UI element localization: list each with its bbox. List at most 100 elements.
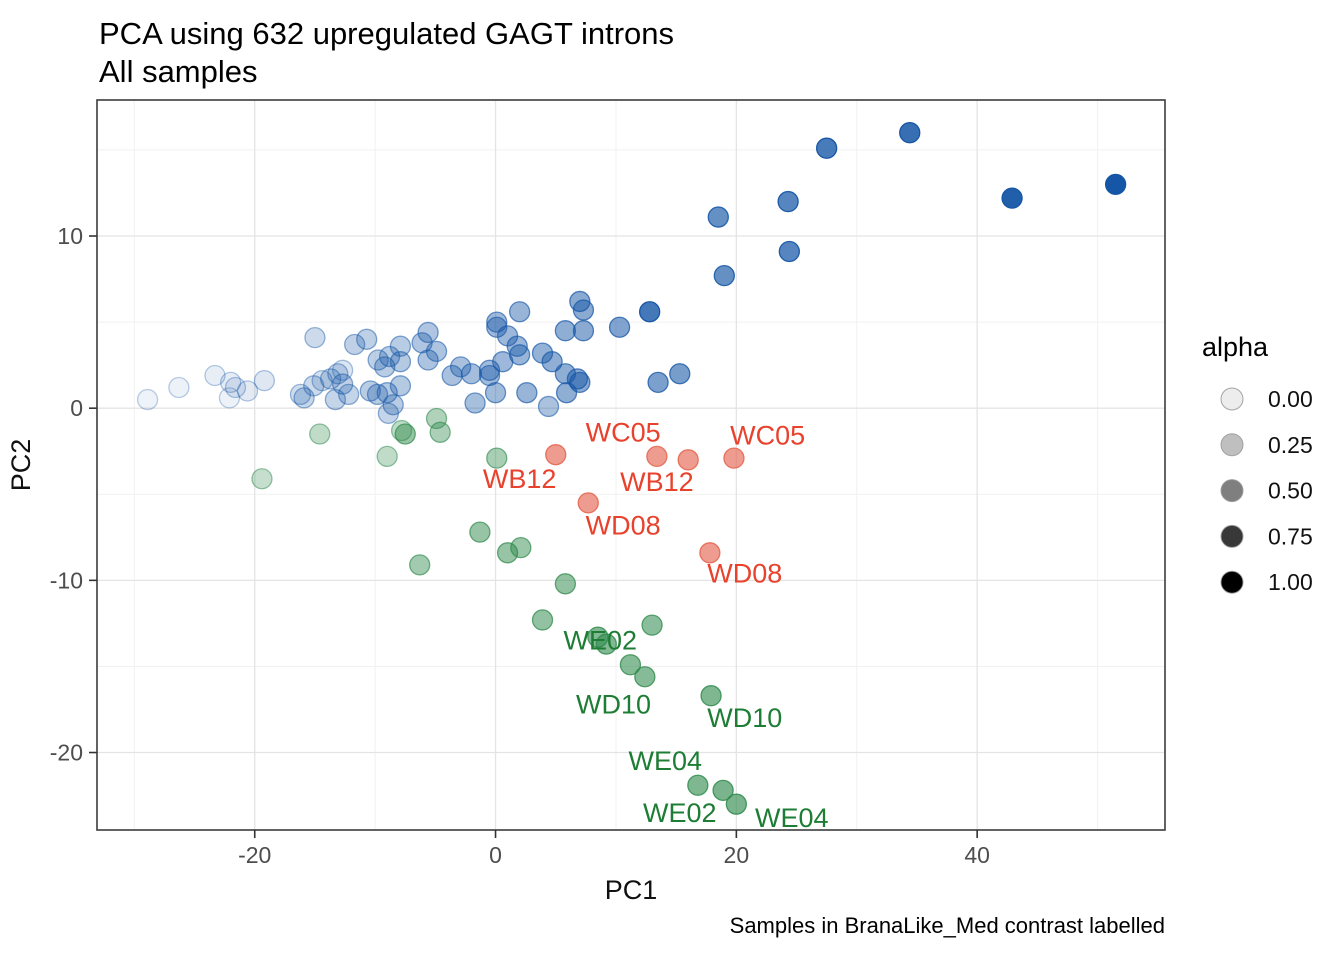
data-point-branalike_med_samples_salmon bbox=[699, 542, 721, 564]
data-point-blue_samples bbox=[569, 371, 591, 394]
data-point-blue_samples bbox=[389, 375, 412, 397]
data-point-blue_samples bbox=[506, 335, 528, 357]
data-point-blue_samples bbox=[639, 301, 661, 323]
data-point-blue_samples bbox=[220, 371, 242, 394]
data-point-blue_samples bbox=[236, 380, 259, 402]
gridlines-minor bbox=[97, 100, 1165, 830]
data-point-blue_samples bbox=[289, 383, 312, 406]
legend-entry-label: 0.00 bbox=[1268, 386, 1313, 412]
legend-key-circle bbox=[1220, 433, 1244, 457]
data-point-green_samples bbox=[634, 666, 656, 688]
data-point-blue_samples bbox=[647, 371, 669, 394]
data-point-blue_samples bbox=[376, 382, 398, 404]
data-point-blue_samples bbox=[374, 356, 396, 378]
data-point-green_samples bbox=[712, 779, 734, 802]
data-point-blue_samples bbox=[136, 388, 159, 411]
sample-label: WE04 bbox=[755, 803, 829, 833]
plot-panel-border bbox=[96, 99, 1166, 831]
plot-subtitle: All samples bbox=[99, 54, 258, 89]
legend-key-circle bbox=[1220, 524, 1244, 548]
data-point-blue_samples bbox=[324, 388, 347, 411]
data-point-branalike_med_samples_salmon bbox=[677, 449, 699, 471]
data-point-green_samples bbox=[531, 609, 554, 631]
data-point-blue_samples bbox=[449, 356, 472, 378]
data-point-green_samples bbox=[394, 423, 416, 445]
data-point-blue_samples bbox=[425, 340, 448, 363]
alpha-legend: alpha 0.00 0.25 0.50 0.75 1.00 bbox=[1202, 332, 1313, 595]
data-point-branalike_med_samples_salmon bbox=[577, 492, 599, 514]
data-point-blue_samples bbox=[253, 369, 276, 392]
data-points-layer bbox=[136, 122, 1127, 815]
data-point-blue_samples bbox=[331, 359, 354, 381]
data-point-green_samples bbox=[309, 423, 331, 445]
sample-label: WE02 bbox=[564, 626, 638, 656]
legend-key-circle bbox=[1220, 570, 1244, 594]
data-point-green_samples bbox=[595, 633, 617, 655]
legend-key-circle bbox=[1220, 387, 1244, 411]
x-tick-label: 0 bbox=[489, 842, 502, 868]
x-tick-label: -20 bbox=[238, 842, 271, 868]
sample-label: WC05 bbox=[586, 417, 661, 447]
data-point-blue_samples bbox=[508, 344, 531, 366]
data-point-green_samples bbox=[251, 468, 273, 490]
data-point-blue_samples bbox=[707, 206, 729, 228]
data-point-green_samples bbox=[700, 685, 722, 707]
gridlines-major bbox=[97, 100, 1165, 830]
data-point-blue_samples bbox=[608, 316, 631, 338]
data-point-blue_samples bbox=[816, 137, 838, 159]
y-axis-title: PC2 bbox=[6, 439, 36, 492]
data-point-green_samples bbox=[425, 407, 448, 430]
data-point-green_samples bbox=[469, 521, 491, 543]
data-point-blue_samples bbox=[778, 240, 800, 263]
sample-label: WD08 bbox=[707, 558, 782, 588]
legend-entry-label: 0.25 bbox=[1268, 432, 1313, 458]
data-point-blue_samples bbox=[713, 264, 735, 287]
data-point-blue_samples bbox=[554, 320, 577, 342]
data-point-blue_samples bbox=[1104, 173, 1127, 196]
data-point-blue_samples bbox=[537, 395, 560, 418]
data-point-blue_samples bbox=[382, 394, 404, 416]
data-point-blue_samples bbox=[899, 122, 921, 144]
data-point-blue_samples bbox=[417, 321, 439, 344]
data-point-blue_samples bbox=[1001, 187, 1023, 209]
data-point-blue_samples bbox=[389, 351, 412, 373]
data-point-blue_samples bbox=[327, 363, 349, 385]
data-point-blue_samples bbox=[541, 351, 563, 373]
legend-title: alpha bbox=[1202, 332, 1269, 362]
data-point-branalike_med_samples_salmon bbox=[646, 445, 668, 468]
data-point-blue_samples bbox=[478, 359, 501, 381]
sample-label: WD10 bbox=[576, 689, 651, 719]
data-point-blue_samples bbox=[224, 376, 247, 399]
data-point-blue_samples bbox=[331, 373, 354, 395]
data-point-green_samples bbox=[641, 614, 663, 636]
data-point-blue_samples bbox=[344, 333, 366, 356]
data-point-blue_samples bbox=[464, 392, 486, 414]
sample-label: WB12 bbox=[483, 464, 557, 494]
data-point-blue_samples bbox=[777, 190, 799, 213]
x-tick-label: 20 bbox=[724, 842, 750, 868]
x-axis-title: PC1 bbox=[605, 875, 658, 905]
sample-label: WD08 bbox=[586, 510, 661, 540]
data-point-blue_samples bbox=[168, 376, 190, 399]
data-point-blue_samples bbox=[460, 363, 483, 385]
data-point-green_samples bbox=[496, 542, 519, 564]
legend-entry-label: 1.00 bbox=[1268, 569, 1313, 595]
data-point-blue_samples bbox=[303, 375, 325, 397]
data-point-blue_samples bbox=[572, 320, 595, 342]
data-point-blue_samples bbox=[669, 363, 691, 385]
data-point-blue_samples bbox=[311, 369, 333, 392]
legend-key-circle bbox=[1220, 479, 1244, 503]
data-point-green_samples bbox=[376, 445, 398, 468]
plot-title: PCA using 632 upregulated GAGT introns bbox=[99, 16, 674, 51]
data-point-green_samples bbox=[429, 421, 451, 443]
axis-ticks bbox=[89, 235, 978, 838]
y-tick-label: -10 bbox=[50, 567, 83, 593]
data-point-blue_samples bbox=[293, 387, 315, 409]
data-point-green_samples bbox=[409, 554, 431, 576]
data-point-green_samples bbox=[725, 793, 748, 815]
data-point-green_samples bbox=[510, 536, 532, 559]
data-point-branalike_med_samples_salmon bbox=[723, 447, 745, 469]
y-tick-label: -20 bbox=[50, 740, 83, 766]
